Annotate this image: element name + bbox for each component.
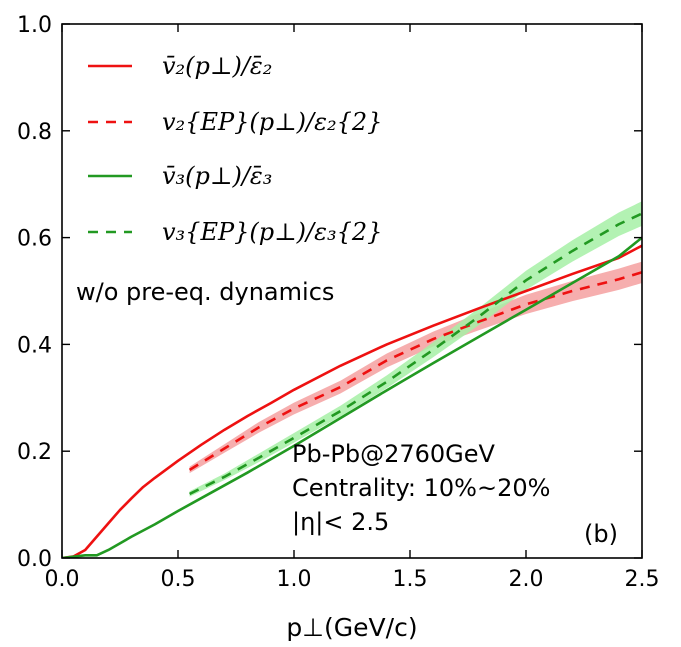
x-tick-label: 1.0 (277, 567, 312, 592)
y-tick-label: 1.0 (17, 13, 52, 38)
x-tick-label: 0.5 (161, 567, 196, 592)
series-line-0 (62, 244, 642, 558)
legend-label-v2-mean: v̄₂(p⊥)/ε̄₂ (162, 52, 272, 80)
y-tick-label: 0.0 (17, 547, 52, 572)
y-tick-label: 0.4 (17, 333, 52, 358)
axis-ticks: 0.0 0.5 1.0 1.5 2.0 2.5 0.0 0.2 0.4 0.6 0.8 1.0 (17, 13, 660, 592)
series-line-2 (62, 236, 642, 558)
x-tick-label: 0.0 (45, 567, 80, 592)
series-lines (62, 212, 642, 558)
annotation-centrality: Centrality: 10%~20% (292, 474, 550, 502)
band-series-1 (189, 261, 642, 474)
series-line-1 (188, 271, 642, 471)
legend-label-v2-ep: v₂{EP}(p⊥)/ε₂{2} (162, 108, 382, 136)
plot-frame (61, 23, 643, 559)
annotation-eta: |η|< 2.5 (292, 508, 389, 536)
legend-label-v3-mean: v̄₃(p⊥)/ε̄₃ (162, 162, 272, 190)
series-line-3 (189, 212, 642, 496)
x-tick-label: 1.5 (393, 567, 428, 592)
legend: v̄₂(p⊥)/ε̄₂ v₂{EP}(p⊥)/ε₂{2} v̄₃(p⊥)/ε̄₃… (88, 52, 382, 246)
x-tick-label: 2.0 (509, 567, 544, 592)
legend-label-v3-ep: v₃{EP}(p⊥)/ε₃{2} (162, 218, 382, 246)
annotation-condition: w/o pre-eq. dynamics (76, 278, 334, 306)
y-tick-label: 0.6 (17, 227, 52, 252)
band-series-3 (189, 201, 642, 497)
x-tick-label: 2.5 (625, 567, 660, 592)
y-tick-label: 0.8 (17, 120, 52, 145)
uncertainty-bands (189, 201, 642, 497)
annotation-system: Pb-Pb@2760GeV (292, 440, 496, 468)
x-axis-label: p⊥(GeV/c) (286, 613, 417, 642)
annotation-panel: (b) (584, 520, 618, 548)
y-tick-label: 0.2 (17, 440, 52, 465)
